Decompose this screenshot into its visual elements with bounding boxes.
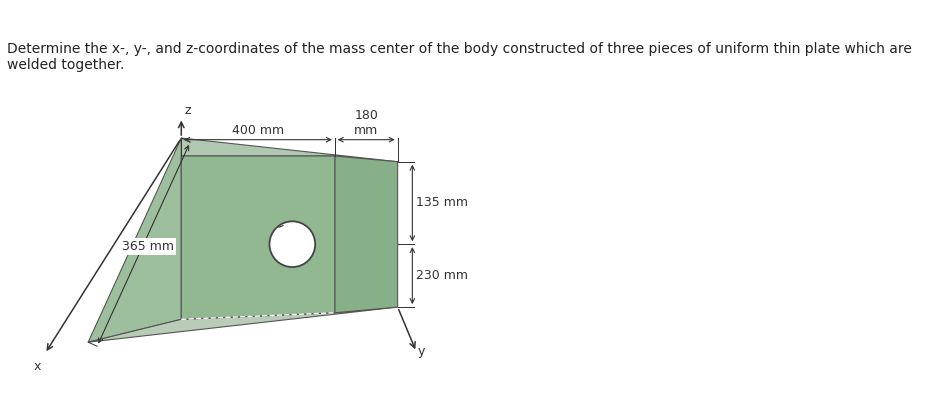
Text: 230 mm: 230 mm (416, 269, 468, 282)
Ellipse shape (269, 221, 315, 267)
Text: 400 mm: 400 mm (231, 124, 284, 137)
Text: z: z (185, 104, 190, 117)
Polygon shape (181, 138, 397, 162)
Text: 75 mm: 75 mm (268, 208, 311, 221)
Text: x: x (33, 360, 41, 373)
Polygon shape (334, 156, 397, 313)
Polygon shape (89, 138, 181, 342)
Text: 365 mm: 365 mm (122, 240, 174, 253)
Text: Determine the x-, y-, and z-coordinates of the mass center of the body construct: Determine the x-, y-, and z-coordinates … (7, 42, 910, 72)
Text: 180
mm: 180 mm (354, 109, 378, 137)
Text: 135 mm: 135 mm (416, 197, 468, 210)
Polygon shape (89, 307, 397, 342)
Polygon shape (181, 156, 334, 319)
Text: y: y (418, 346, 425, 359)
